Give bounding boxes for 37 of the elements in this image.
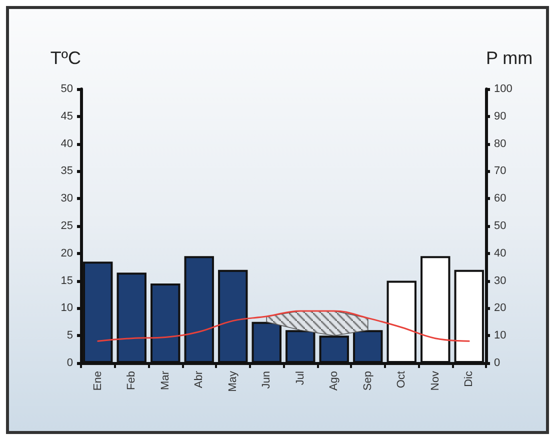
x-tick-label: Abr [193, 370, 206, 388]
y-tick-label: 15 [60, 274, 73, 287]
y2-tick-label: 10 [494, 330, 506, 342]
y2-tick-label: 20 [494, 302, 506, 314]
x-tick-label: Jul [294, 371, 306, 386]
x-tick-label: Nov [429, 370, 442, 391]
y-axis-title: TºC [50, 48, 81, 68]
x-tick-label: Jun [260, 371, 273, 389]
y-tick-label: 10 [60, 302, 73, 314]
y2-tick-label: 40 [494, 247, 506, 260]
x-tick-label: Dic [463, 370, 476, 387]
y2-tick-label: 50 [494, 220, 506, 232]
line-series [97, 310, 470, 342]
y2-tick-label: 70 [494, 165, 506, 178]
y2-tick-label: 60 [494, 192, 506, 205]
y-tick-label: 25 [60, 220, 73, 232]
y-tick-label: 20 [60, 247, 73, 260]
x-tick-label: May [226, 370, 239, 392]
x-tick-label: Oct [396, 371, 408, 388]
y2-tick-label: 30 [494, 274, 506, 287]
y-tick-label: 50 [60, 83, 73, 95]
y2-axis-title: P mm [486, 48, 533, 68]
y-tick-label: 40 [60, 138, 73, 150]
x-tick-label: Ago [328, 371, 340, 391]
x-tick-label: Sep [362, 371, 374, 391]
y-tick-label: 45 [60, 110, 73, 122]
y-tick-label: 35 [60, 165, 73, 178]
y2-tick-label: 90 [494, 110, 506, 122]
y2-tick-label: 100 [494, 83, 512, 95]
y2-tick-label: 80 [494, 138, 506, 150]
y-tick-label: 5 [66, 330, 73, 342]
y-tick-label: 0 [66, 357, 73, 369]
x-tick-label: Feb [126, 371, 138, 390]
x-tick-label: Mar [159, 370, 172, 390]
y2-tick-label: 0 [494, 357, 500, 369]
x-tick-label: Ene [92, 371, 104, 391]
y-tick-label: 30 [60, 192, 73, 205]
